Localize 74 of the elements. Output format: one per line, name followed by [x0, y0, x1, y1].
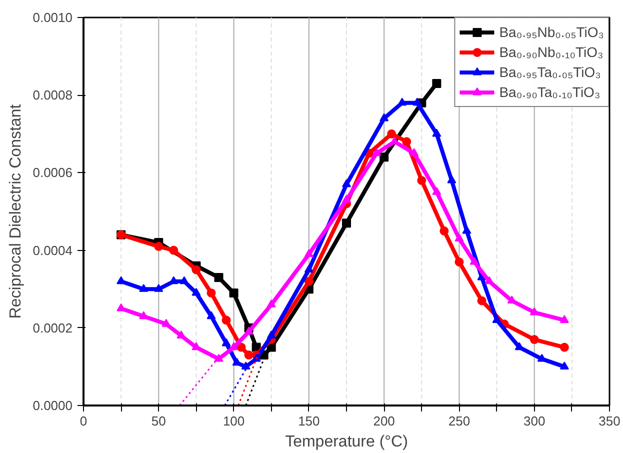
- x-tick-label: 50: [151, 414, 166, 428]
- point: [530, 335, 539, 344]
- point: [530, 307, 539, 316]
- point: [304, 264, 314, 273]
- point: [380, 113, 389, 122]
- x-tick-label: 100: [222, 414, 245, 428]
- point: [162, 318, 171, 327]
- point: [484, 276, 494, 284]
- point: [139, 284, 148, 292]
- point: [447, 175, 456, 184]
- point: [244, 350, 254, 360]
- x-tick-label: 250: [448, 414, 470, 428]
- point: [432, 128, 442, 137]
- point: [470, 256, 479, 265]
- legend-label: Ba₀.₉₅Ta₀.₀₅TiO₃: [499, 63, 601, 81]
- point: [304, 276, 314, 286]
- x-tick-label: 300: [524, 414, 546, 428]
- x-tick-label: 150: [298, 414, 320, 428]
- point: [440, 226, 449, 236]
- point: [454, 234, 464, 242]
- point: [417, 176, 426, 185]
- point: [214, 272, 224, 282]
- y-tick-label: 0.0010: [32, 10, 73, 25]
- point: [229, 288, 238, 298]
- point: [398, 98, 407, 106]
- point: [432, 186, 442, 195]
- point: [214, 354, 224, 362]
- x-tick-label: 350: [598, 414, 620, 428]
- point: [192, 265, 201, 274]
- point: [154, 242, 164, 251]
- point: [402, 137, 412, 146]
- point: [477, 296, 486, 306]
- legend-label: Ba₀.₉₅Nb₀.₀₅TiO₃: [499, 23, 604, 41]
- y-tick-label: 0.0008: [32, 88, 73, 103]
- point: [266, 330, 276, 338]
- point: [342, 218, 351, 228]
- point: [169, 246, 178, 255]
- point: [266, 300, 276, 308]
- y-tick-label: 0.0004: [32, 242, 73, 258]
- point: [241, 362, 250, 370]
- point: [462, 226, 472, 234]
- x-tick-label: 200: [373, 414, 395, 428]
- point: [492, 315, 502, 323]
- point: [380, 152, 389, 162]
- point: [432, 78, 442, 88]
- point: [154, 284, 164, 292]
- point: [206, 311, 216, 320]
- point: [222, 316, 231, 325]
- y-tick-label: 0.0002: [32, 320, 73, 336]
- point: [387, 129, 396, 138]
- point: [560, 342, 569, 352]
- point: [560, 315, 569, 323]
- point: [454, 257, 464, 266]
- point: [412, 98, 422, 106]
- point: [206, 288, 216, 298]
- y-tick-label: 0.0000: [32, 398, 73, 413]
- point: [410, 148, 419, 156]
- point: [180, 276, 189, 284]
- point: [229, 342, 238, 350]
- point: [222, 338, 231, 346]
- point: [342, 179, 351, 188]
- legend-label: Ba₀.₉₀Ta₀.₁₀TiO₃: [499, 83, 600, 101]
- point: [304, 249, 314, 257]
- point: [192, 288, 201, 296]
- point: [372, 148, 382, 156]
- point: [176, 330, 186, 338]
- legend-label: Ba₀.₉₀Nb₀.₁₀TiO₃: [499, 43, 604, 61]
- x-axis-title: Temperature (°C): [285, 434, 408, 450]
- y-axis-title: Reciprocal Dielectric Constant: [8, 104, 25, 319]
- point: [560, 362, 569, 370]
- point: [342, 194, 351, 203]
- x-tick-label: 0: [80, 414, 88, 428]
- y-tick-label: 0.0006: [32, 165, 73, 180]
- point: [244, 326, 254, 335]
